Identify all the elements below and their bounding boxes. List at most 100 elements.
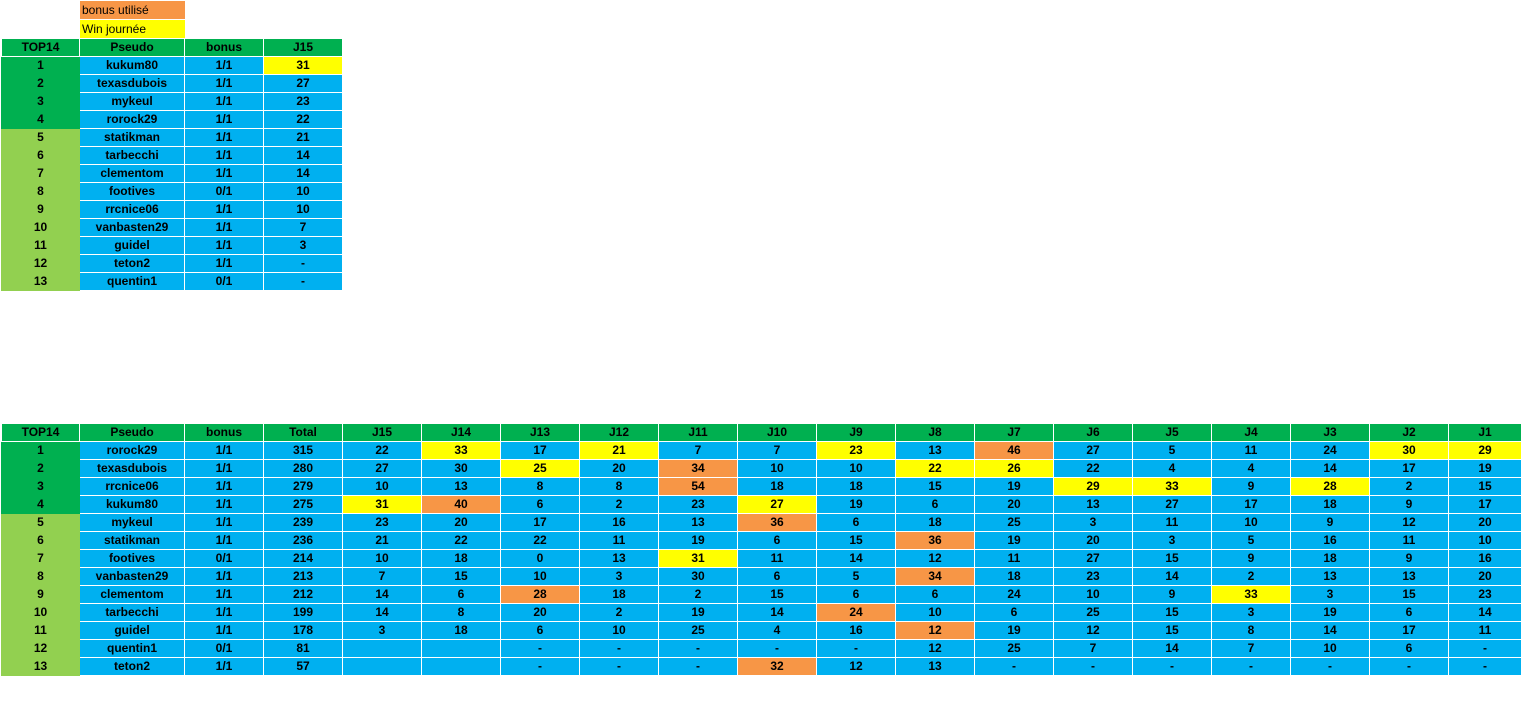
total-cell: 236	[263, 531, 343, 550]
score-cell: 14	[737, 603, 817, 622]
score-cell: 14	[1132, 567, 1212, 586]
score-cell: 18	[974, 567, 1054, 586]
rank-cell: 6	[1, 146, 80, 165]
column-header-total: Total	[263, 423, 343, 442]
score-cell: 23	[658, 495, 738, 514]
total-cell: 280	[263, 459, 343, 478]
score-cell: 9	[1211, 549, 1291, 568]
score-cell: 31	[342, 495, 422, 514]
score-cell: 20	[974, 495, 1054, 514]
score-cell: 3	[579, 567, 659, 586]
total-cell: 81	[263, 639, 343, 658]
score-cell: 23	[263, 92, 343, 111]
score-cell: 15	[421, 567, 501, 586]
column-header-bonus: bonus	[184, 38, 264, 57]
score-cell: 20	[421, 513, 501, 532]
score-cell: 30	[658, 567, 738, 586]
rank-cell: 13	[1, 657, 80, 676]
score-cell: 23	[1053, 567, 1133, 586]
score-cell: 18	[1290, 495, 1370, 514]
score-cell: 13	[895, 657, 975, 676]
score-cell: 6	[974, 603, 1054, 622]
score-cell: 27	[263, 74, 343, 93]
score-cell: 4	[1211, 459, 1291, 478]
pseudo-cell: quentin1	[79, 272, 185, 291]
score-cell: 32	[737, 657, 817, 676]
pseudo-cell: guidel	[79, 621, 185, 640]
score-cell: 12	[1369, 513, 1449, 532]
score-cell: 6	[500, 621, 580, 640]
score-cell: 11	[579, 531, 659, 550]
pseudo-cell: rorock29	[79, 441, 185, 460]
table-row: 9 rrcnice06 1/1 10	[1, 200, 343, 219]
pseudo-cell: kukum80	[79, 495, 185, 514]
score-cell: 8	[1211, 621, 1291, 640]
score-cell: 40	[421, 495, 501, 514]
score-cell: 16	[1290, 531, 1370, 550]
score-cell: -	[658, 639, 738, 658]
score-cell	[342, 639, 422, 658]
score-cell: 22	[421, 531, 501, 550]
legend-day-win: Win journée	[80, 20, 185, 38]
rank-cell: 11	[1, 236, 80, 255]
column-header-bonus: bonus	[184, 423, 264, 442]
column-header-pseudo: Pseudo	[79, 38, 185, 57]
score-cell: 17	[1369, 459, 1449, 478]
score-cell: 8	[421, 603, 501, 622]
rank-cell: 9	[1, 200, 80, 219]
bonus-cell: 1/1	[184, 441, 264, 460]
rank-cell: 10	[1, 603, 80, 622]
score-cell: 10	[500, 567, 580, 586]
table-row: 2 texasdubois 1/1 27	[1, 74, 343, 93]
score-cell: 34	[658, 459, 738, 478]
column-header-j6: J6	[1053, 423, 1133, 442]
score-cell: 12	[816, 657, 896, 676]
score-cell: 5	[1132, 441, 1212, 460]
score-cell: -	[974, 657, 1054, 676]
score-cell: 16	[816, 621, 896, 640]
score-cell: 20	[1053, 531, 1133, 550]
table-row: 8 vanbasten29 1/1 213 7 15 10 3 30 6 5 34 18 23 14 2 13 1…	[1, 567, 1522, 586]
table-row: 4 rorock29 1/1 22	[1, 110, 343, 129]
column-header-j15: J15	[263, 38, 343, 57]
pseudo-cell: quentin1	[79, 639, 185, 658]
score-cell: 2	[1369, 477, 1449, 496]
pseudo-cell: teton2	[79, 254, 185, 273]
score-cell: 34	[895, 567, 975, 586]
table-row: 5 mykeul 1/1 239 23 20 17 16 13 36 6 18 25 3 11 10 9 12 20	[1, 513, 1522, 532]
pseudo-cell: footives	[79, 549, 185, 568]
pseudo-cell: clementom	[79, 164, 185, 183]
table-row: 1 kukum80 1/1 31	[1, 56, 343, 75]
total-cell: 178	[263, 621, 343, 640]
score-cell: -	[1211, 657, 1291, 676]
total-cell: 279	[263, 477, 343, 496]
score-cell: 14	[1290, 459, 1370, 478]
score-cell: 20	[1448, 567, 1522, 586]
score-cell: 26	[974, 459, 1054, 478]
score-cell: 17	[1448, 495, 1522, 514]
total-cell: 239	[263, 513, 343, 532]
score-cell: 22	[895, 459, 975, 478]
score-cell: 15	[1132, 549, 1212, 568]
score-cell: 2	[579, 495, 659, 514]
score-cell: 29	[1053, 477, 1133, 496]
score-cell: 19	[658, 603, 738, 622]
column-header-j10: J10	[737, 423, 817, 442]
score-cell: 6	[737, 567, 817, 586]
score-cell: 7	[658, 441, 738, 460]
score-cell: 23	[342, 513, 422, 532]
score-cell: 19	[974, 621, 1054, 640]
bonus-cell: 1/1	[184, 513, 264, 532]
table-row: 8 footives 0/1 10	[1, 182, 343, 201]
column-header-j1: J1	[1448, 423, 1522, 442]
bonus-cell: 1/1	[184, 74, 264, 93]
table-row: 13 quentin1 0/1-	[1, 272, 343, 291]
score-cell: 10	[737, 459, 817, 478]
bonus-cell: 1/1	[184, 585, 264, 604]
score-cell: 33	[421, 441, 501, 460]
bonus-cell: 1/1	[184, 603, 264, 622]
table-row: 12 teton2 1/1-	[1, 254, 343, 273]
bonus-cell: 1/1	[184, 110, 264, 129]
column-header-top14: TOP14	[1, 423, 80, 442]
score-cell: 20	[1448, 513, 1522, 532]
